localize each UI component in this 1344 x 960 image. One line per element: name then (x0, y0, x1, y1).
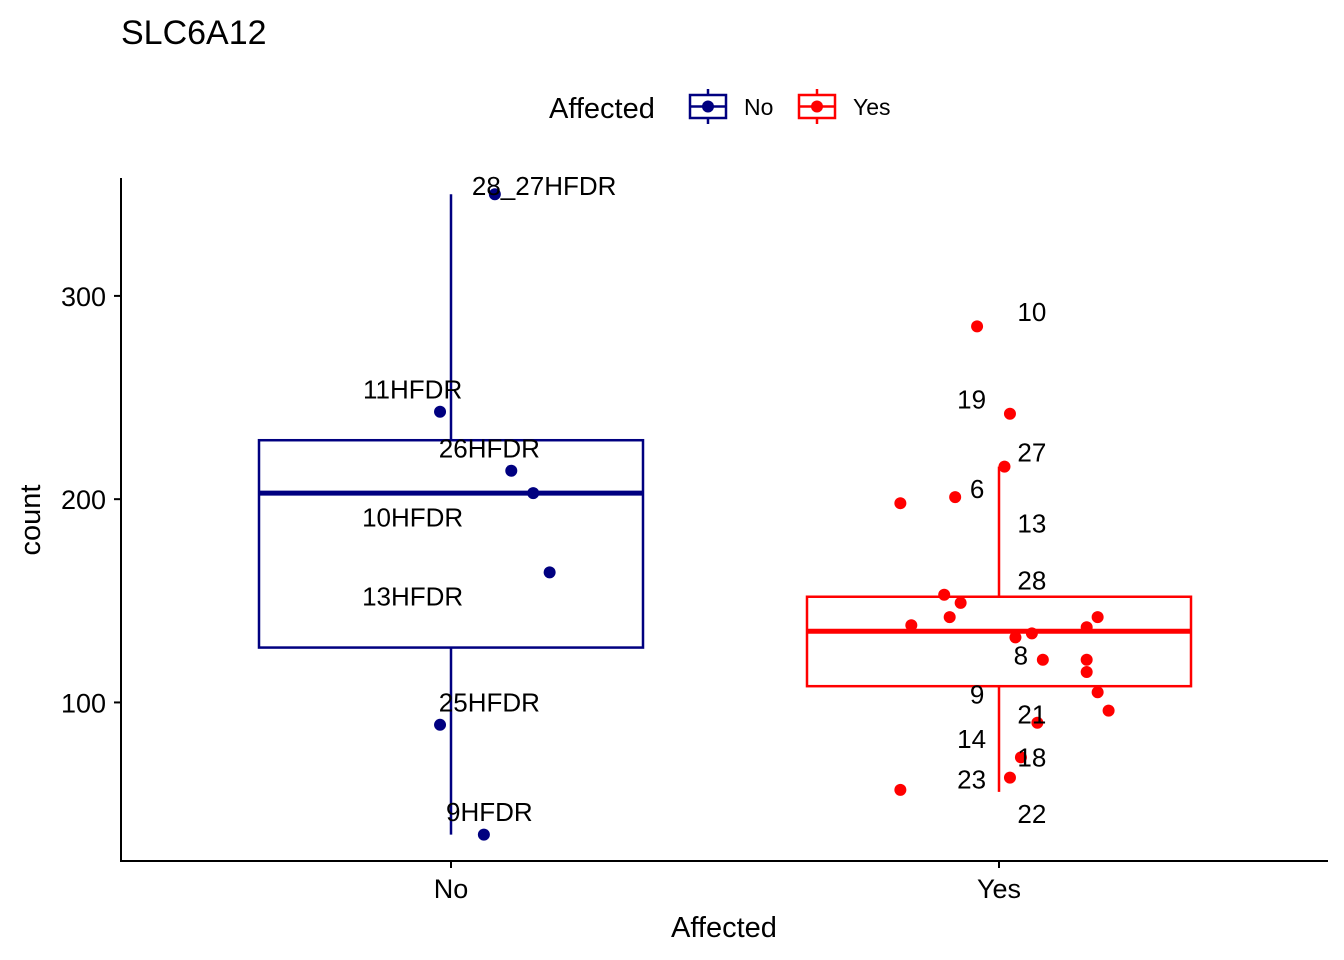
point-label: 25HFDR (439, 687, 540, 717)
point-label: 10HFDR (362, 502, 463, 532)
legend-label: Yes (853, 94, 891, 120)
point-label: 28 (1017, 565, 1046, 595)
point-label: 13 (1017, 509, 1046, 539)
data-point (1080, 653, 1093, 666)
data-point (488, 188, 501, 201)
legend-key-point (811, 100, 823, 113)
boxes (257, 194, 1193, 835)
plot-area: 28_27HFDR 11HFDR 26HFDR 10HFDR 13HFDR 25HFDR 9… (257, 171, 1193, 841)
data-points (434, 188, 1115, 841)
point-label: 23 (957, 765, 986, 795)
point-label: 14 (957, 724, 986, 754)
point-label: 10 (1017, 297, 1046, 327)
data-point (949, 491, 962, 504)
point-label: 9HFDR (446, 797, 533, 827)
data-point (905, 619, 918, 632)
point-labels: 28_27HFDR 11HFDR 26HFDR 10HFDR 13HFDR 25HFDR 9… (362, 171, 1046, 829)
data-point (943, 611, 956, 624)
data-point (543, 566, 556, 579)
point-label: 8 (1014, 641, 1028, 671)
point-label: 19 (957, 385, 986, 415)
data-point (971, 320, 984, 333)
legend-item-yes: Yes (797, 89, 891, 124)
y-tick-label: 300 (61, 282, 106, 312)
data-point (938, 588, 951, 601)
data-point (894, 497, 907, 510)
legend-label: No (744, 94, 773, 120)
data-point (1031, 716, 1044, 729)
data-point (954, 596, 967, 609)
y-tick-label: 100 (61, 688, 106, 718)
data-point (505, 464, 518, 477)
point-label: 28_27HFDR (472, 171, 617, 201)
point-label: 27 (1017, 437, 1046, 467)
point-label: 18 (1017, 742, 1046, 772)
y-tick-label: 200 (61, 485, 106, 515)
legend-title: Affected (549, 93, 655, 125)
legend-item-no: No (688, 89, 773, 124)
data-point (1009, 631, 1022, 644)
x-tick-label: Yes (977, 874, 1021, 904)
data-point (477, 828, 490, 841)
data-point (1091, 611, 1104, 624)
data-point (894, 783, 907, 796)
x-axis-title: Affected (671, 912, 777, 944)
data-point (527, 487, 540, 500)
point-label: 13HFDR (362, 582, 463, 612)
point-label: 22 (1017, 799, 1046, 829)
point-label: 9 (970, 679, 984, 709)
point-label: 11HFDR (363, 374, 462, 404)
data-point (998, 460, 1011, 473)
x-tick-label: No (434, 874, 469, 904)
data-point (1091, 686, 1104, 699)
box-iqr (257, 438, 645, 649)
point-label: 6 (970, 474, 984, 504)
data-point (1080, 621, 1093, 634)
data-point (1014, 751, 1027, 764)
y-axis-title: count (15, 485, 47, 556)
legend-key-point (702, 100, 714, 113)
data-point (434, 718, 447, 731)
data-point (1003, 771, 1016, 784)
x-ticks: No Yes (434, 861, 1021, 904)
axes: 100 200 300 No Yes Affected count (15, 178, 1328, 944)
legend: Affected No Yes (549, 89, 891, 125)
data-point (1080, 665, 1093, 678)
point-label: 21 (1017, 700, 1046, 730)
y-ticks: 100 200 300 (61, 282, 121, 718)
point-label: 26HFDR (439, 433, 540, 463)
data-point (1025, 627, 1038, 640)
data-point (1102, 704, 1115, 717)
data-point (434, 405, 447, 418)
data-point (1036, 653, 1049, 666)
chart-title: SLC6A12 (121, 14, 267, 52)
box-iqr (805, 595, 1193, 688)
data-point (1003, 407, 1016, 420)
